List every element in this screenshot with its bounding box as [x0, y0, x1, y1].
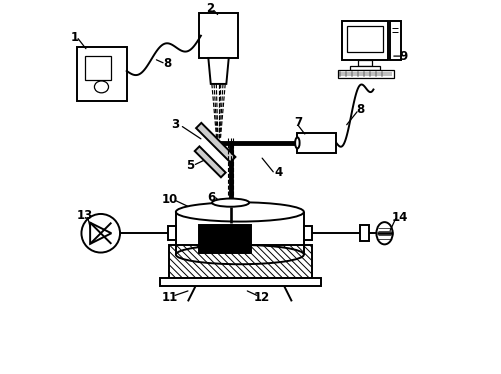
Bar — [169, 245, 312, 278]
Text: 7: 7 — [294, 116, 302, 129]
Text: 11: 11 — [161, 291, 177, 304]
Bar — [199, 13, 237, 58]
Text: 1: 1 — [71, 31, 79, 44]
Bar — [303, 226, 312, 240]
Bar — [297, 133, 336, 153]
Text: 9: 9 — [399, 50, 407, 62]
Text: 4: 4 — [274, 166, 283, 180]
Bar — [346, 26, 383, 52]
Bar — [85, 56, 111, 80]
Text: 12: 12 — [254, 291, 270, 304]
Ellipse shape — [94, 81, 108, 93]
Text: 3: 3 — [170, 118, 179, 131]
Ellipse shape — [376, 222, 392, 244]
Bar — [77, 47, 126, 101]
Bar — [194, 146, 225, 177]
Text: 8: 8 — [356, 103, 364, 116]
Ellipse shape — [211, 199, 248, 207]
Bar — [350, 67, 379, 70]
Bar — [341, 21, 387, 60]
Text: 14: 14 — [390, 211, 407, 224]
Ellipse shape — [175, 245, 303, 264]
Bar — [196, 123, 235, 162]
Bar — [358, 60, 371, 67]
Bar — [199, 225, 250, 253]
Bar — [338, 70, 393, 79]
Text: 10: 10 — [161, 193, 177, 206]
Polygon shape — [90, 223, 111, 244]
Bar — [160, 278, 321, 286]
Text: 6: 6 — [207, 191, 215, 204]
Bar — [389, 21, 400, 60]
Ellipse shape — [81, 214, 120, 252]
Polygon shape — [208, 58, 228, 84]
Text: 5: 5 — [186, 159, 194, 172]
Ellipse shape — [295, 137, 299, 148]
Text: 8: 8 — [163, 57, 171, 70]
Text: 2: 2 — [206, 2, 214, 15]
Ellipse shape — [175, 202, 303, 221]
Bar — [167, 226, 175, 240]
Bar — [360, 226, 368, 241]
Text: 13: 13 — [77, 209, 93, 222]
